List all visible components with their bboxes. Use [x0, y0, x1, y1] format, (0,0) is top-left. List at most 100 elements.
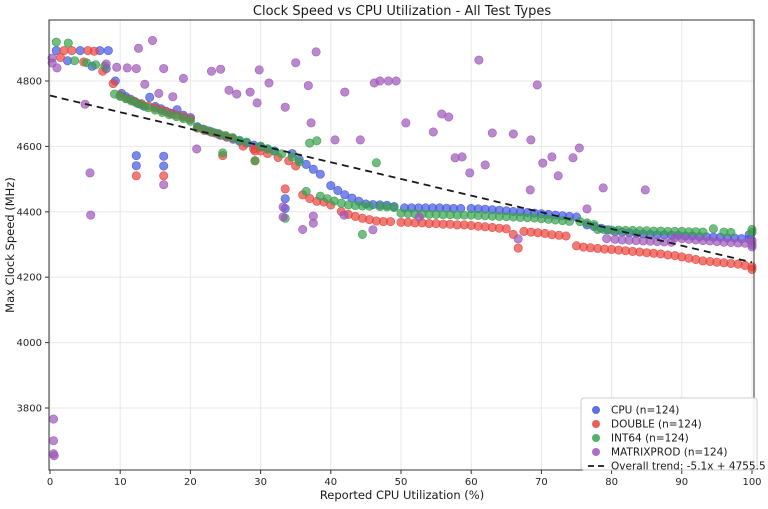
data-point [501, 224, 511, 234]
data-point [389, 203, 399, 213]
data-point [333, 186, 343, 196]
data-point [250, 156, 260, 166]
data-point [224, 85, 234, 95]
data-point [218, 148, 228, 158]
data-point [525, 185, 535, 195]
data-point [574, 143, 584, 153]
data-point [371, 158, 381, 168]
data-point [474, 55, 484, 65]
data-point [698, 227, 708, 237]
y-tick-label: 4600 [17, 142, 42, 153]
data-point [414, 212, 424, 222]
data-point [726, 227, 736, 237]
y-tick-label: 3800 [17, 404, 42, 415]
data-point [134, 43, 144, 53]
legend-label: DOUBLE (n=124) [611, 419, 702, 431]
data-point [82, 58, 92, 68]
data-point [602, 234, 612, 244]
data-point [159, 64, 169, 74]
trend-line [49, 94, 753, 264]
data-point [159, 151, 169, 161]
legend-item: INT64 (n=124) [592, 433, 689, 445]
data-point [185, 116, 195, 126]
data-point [101, 59, 111, 69]
legend-item: DOUBLE (n=124) [592, 419, 702, 431]
legend-item: Overall trend: -5.1x + 4755.5 [588, 461, 766, 473]
data-point [513, 234, 523, 244]
data-point [526, 135, 536, 145]
data-point [364, 201, 374, 211]
legend-marker [592, 448, 600, 456]
data-point [457, 152, 467, 162]
data-point [70, 56, 80, 66]
data-point [383, 76, 393, 86]
data-point [67, 46, 77, 56]
data-point [131, 171, 141, 181]
x-tick-label: 20 [184, 477, 197, 488]
data-point [278, 212, 288, 222]
x-tick-label: 70 [535, 477, 548, 488]
x-tick-label: 90 [675, 477, 688, 488]
data-point [154, 88, 164, 98]
data-point [52, 63, 62, 73]
data-point [311, 47, 321, 57]
data-point [51, 37, 61, 47]
legend-label: Overall trend: -5.1x + 4755.5 [611, 461, 766, 473]
data-point [131, 151, 141, 161]
data-point [508, 129, 518, 139]
series-matrixprod [47, 35, 757, 461]
x-tick-label: 40 [324, 477, 337, 488]
data-point [131, 64, 141, 74]
data-point [232, 89, 242, 99]
data-point [103, 46, 113, 56]
data-point [315, 169, 325, 179]
data-point [428, 127, 438, 137]
y-tick-label: 4400 [17, 207, 42, 218]
data-point [308, 164, 318, 174]
data-point [391, 76, 401, 86]
data-point [280, 194, 290, 204]
data-point [178, 73, 188, 83]
data-point [145, 92, 155, 102]
legend-marker [592, 434, 600, 442]
data-point [532, 80, 542, 90]
chart-title: Clock Speed vs CPU Utilization - All Tes… [253, 4, 551, 19]
data-point [294, 157, 304, 167]
data-point [131, 161, 141, 171]
x-tick-label: 60 [465, 477, 478, 488]
data-point [280, 184, 290, 194]
data-point [48, 414, 58, 424]
data-point [89, 46, 99, 56]
data-point [326, 181, 336, 191]
data-point [538, 158, 548, 168]
data-point [49, 451, 59, 461]
data-point [254, 65, 264, 75]
data-point [465, 168, 475, 178]
data-point [287, 152, 297, 162]
data-point [330, 135, 340, 145]
data-point [368, 225, 378, 235]
legend-item: MATRIXPROD (n=124) [592, 447, 727, 459]
tick-labels: 0 10 20 30 40 50 60 70 80 90 100 3800 4000 4200 4400 46… [17, 77, 762, 489]
data-point [747, 264, 757, 274]
data-point [122, 63, 132, 73]
y-axis-label: Max Clock Speed (MHz) [3, 177, 17, 313]
data-point [401, 118, 411, 128]
data-point [75, 46, 85, 56]
data-point [63, 38, 73, 48]
data-point [148, 35, 158, 45]
legend: CPU (n=124) DOUBLE (n=124) INT64 (n=124) MA… [580, 397, 766, 473]
data-point [357, 229, 367, 239]
legend-box [580, 397, 758, 471]
data-point [85, 168, 95, 178]
x-tick-label: 0 [47, 477, 53, 488]
data-point [245, 87, 255, 97]
data-point [708, 224, 718, 234]
data-point [207, 66, 217, 76]
legend-marker [592, 406, 600, 414]
data-point [553, 171, 563, 181]
data-point [747, 242, 757, 252]
overall-trend-line [49, 94, 753, 264]
y-tick-label: 4200 [17, 273, 42, 284]
